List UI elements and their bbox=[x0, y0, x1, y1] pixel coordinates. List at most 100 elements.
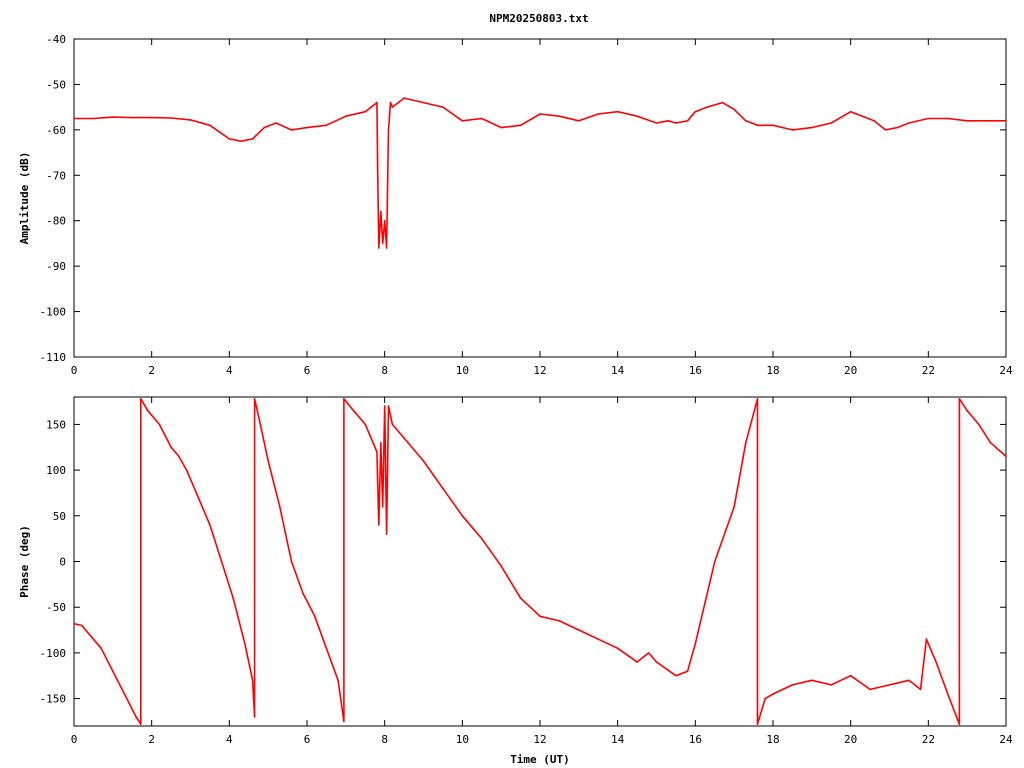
data-point bbox=[616, 110, 619, 113]
data-point bbox=[791, 684, 794, 686]
phase-y-axis-label: Phase (deg) bbox=[18, 525, 31, 598]
data-point bbox=[686, 670, 689, 672]
y-tick-label: -110 bbox=[40, 351, 67, 364]
amplitude-plot-frame bbox=[73, 38, 1007, 358]
chart-title: NPM20250803.txt bbox=[489, 12, 588, 25]
data-point bbox=[253, 398, 256, 400]
data-point bbox=[387, 129, 390, 131]
data-point bbox=[772, 124, 774, 127]
x-tick-label: 10 bbox=[456, 364, 469, 377]
data-point bbox=[966, 409, 968, 412]
data-point bbox=[811, 126, 813, 129]
data-point bbox=[597, 638, 600, 640]
data-point bbox=[947, 693, 949, 695]
data-point bbox=[597, 113, 600, 115]
data-point bbox=[376, 169, 379, 172]
y-tick-label: -80 bbox=[46, 215, 66, 228]
x-tick-label: 24 bbox=[999, 364, 1013, 377]
data-point bbox=[251, 679, 254, 682]
x-tick-label: 10 bbox=[456, 733, 469, 746]
data-point bbox=[244, 643, 246, 645]
data-point bbox=[279, 505, 281, 508]
data-point bbox=[791, 129, 794, 131]
data-point bbox=[364, 423, 367, 426]
x-tick-label: 4 bbox=[226, 733, 233, 746]
data-point bbox=[259, 423, 262, 426]
y-tick-label: -100 bbox=[40, 306, 67, 319]
x-tick-label: 20 bbox=[844, 733, 857, 746]
phase-series bbox=[73, 397, 1007, 726]
phase-x-axis-label: Time (UT) bbox=[510, 753, 570, 766]
data-point bbox=[919, 688, 922, 691]
data-point bbox=[706, 106, 708, 108]
data-point bbox=[150, 116, 153, 119]
data-point bbox=[325, 124, 328, 127]
data-point bbox=[306, 126, 308, 129]
y-tick-label: 150 bbox=[46, 418, 66, 431]
data-point bbox=[170, 117, 172, 119]
x-tick-label: 12 bbox=[533, 733, 546, 746]
data-point bbox=[112, 116, 114, 118]
data-point bbox=[112, 670, 114, 672]
data-point bbox=[92, 117, 95, 120]
amplitude-series bbox=[73, 97, 1007, 249]
data-point bbox=[1005, 455, 1007, 458]
data-point bbox=[290, 129, 293, 131]
data-point bbox=[73, 117, 75, 120]
x-tick-label: 8 bbox=[381, 733, 388, 746]
y-tick-label: -100 bbox=[40, 647, 67, 660]
data-point bbox=[391, 106, 394, 108]
x-tick-label: 14 bbox=[611, 733, 625, 746]
x-tick-label: 0 bbox=[71, 364, 78, 377]
data-point bbox=[958, 398, 961, 400]
data-point bbox=[861, 115, 864, 117]
data-point bbox=[647, 652, 650, 654]
data-point bbox=[381, 242, 384, 245]
data-point bbox=[251, 138, 254, 140]
y-tick-label: -70 bbox=[46, 169, 66, 182]
data-point bbox=[343, 398, 345, 400]
data-point bbox=[966, 120, 968, 122]
data-point bbox=[578, 120, 580, 122]
x-tick-label: 22 bbox=[922, 364, 935, 377]
data-point bbox=[385, 247, 388, 249]
data-point bbox=[381, 505, 384, 508]
data-point bbox=[519, 597, 522, 599]
data-point bbox=[830, 684, 833, 686]
data-point bbox=[378, 524, 380, 526]
data-point bbox=[185, 469, 188, 471]
data-point bbox=[539, 113, 541, 115]
data-point bbox=[290, 560, 293, 563]
x-tick-label: 24 bbox=[999, 733, 1013, 746]
data-point bbox=[721, 101, 724, 104]
data-point bbox=[391, 423, 394, 426]
data-point bbox=[383, 219, 386, 222]
data-point bbox=[422, 101, 425, 104]
data-point bbox=[830, 122, 833, 124]
x-tick-label: 6 bbox=[304, 733, 311, 746]
data-point bbox=[376, 101, 378, 104]
data-point bbox=[667, 120, 669, 122]
data-point bbox=[131, 116, 134, 119]
data-point bbox=[376, 451, 378, 453]
data-point bbox=[387, 405, 390, 407]
x-tick-label: 16 bbox=[689, 733, 702, 746]
y-tick-label: -50 bbox=[46, 601, 66, 614]
data-point bbox=[756, 723, 759, 725]
data-point bbox=[380, 210, 382, 213]
data-point bbox=[686, 120, 689, 122]
data-point bbox=[209, 124, 211, 127]
data-point bbox=[849, 674, 852, 677]
data-point bbox=[253, 716, 256, 718]
x-tick-label: 20 bbox=[844, 364, 857, 377]
data-point bbox=[302, 592, 304, 595]
x-tick-label: 2 bbox=[148, 733, 155, 746]
y-tick-label: -90 bbox=[46, 260, 66, 273]
data-point bbox=[209, 524, 211, 526]
data-point bbox=[908, 679, 910, 682]
data-point bbox=[383, 405, 386, 407]
data-point bbox=[616, 647, 619, 650]
data-point bbox=[345, 115, 347, 117]
x-tick-label: 16 bbox=[689, 364, 702, 377]
